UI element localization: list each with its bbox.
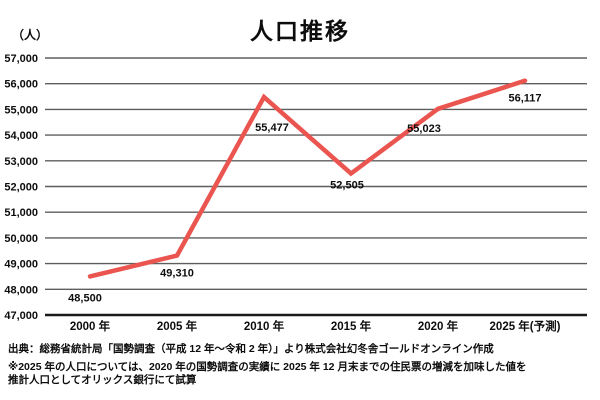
x-tick-label: 2025 年(予測) [490,319,561,333]
data-point-label: 52,505 [330,180,364,192]
y-tick-label: 49,000 [4,259,38,271]
y-tick-label: 47,000 [4,310,38,322]
x-tick-label: 2020 年 [418,319,459,333]
x-tick-label: 2010 年 [244,319,285,333]
y-tick-label: 55,000 [4,104,38,116]
y-tick-label: 48,000 [4,284,38,296]
population-line [87,78,528,279]
source-line-3: 推計人口としてオリックス銀行にて試算 [8,374,197,386]
y-tick-label: 52,000 [4,182,38,194]
source-note: 出典：総務省統計局「国勢調査（平成 12 年～令和 2 年）」より株式会社幻冬舎… [8,343,594,387]
population-line-chart: 57,000 56,000 55,000 54,000 53,000 52,000 51,0… [4,53,587,333]
data-point-label: 55,023 [407,123,441,135]
y-tick-label: 56,000 [4,79,38,91]
x-tick-label: 2000 年 [70,319,111,333]
source-line-1: 出典：総務省統計局「国勢調査（平成 12 年～令和 2 年）」より株式会社幻冬舎… [8,343,494,355]
data-point-label: 48,500 [68,292,102,304]
data-point-label: 55,477 [255,122,289,134]
x-tick-label: 2005 年 [157,319,198,333]
source-line-2: ※2025 年の人口については、2020 年の国勢調査の実績に 2025 年 1… [8,361,527,373]
y-tick-label: 53,000 [4,156,38,168]
y-axis-unit-label: （人） [12,28,49,42]
y-tick-label: 57,000 [4,53,38,65]
y-tick-label: 50,000 [4,233,38,245]
y-tick-label: 54,000 [4,130,38,142]
y-tick-label: 51,000 [4,207,38,219]
data-point-label: 56,117 [508,93,541,105]
chart-title: 人口推移 [250,18,350,44]
data-point-label: 49,310 [160,268,194,280]
x-tick-label: 2015 年 [331,319,372,333]
